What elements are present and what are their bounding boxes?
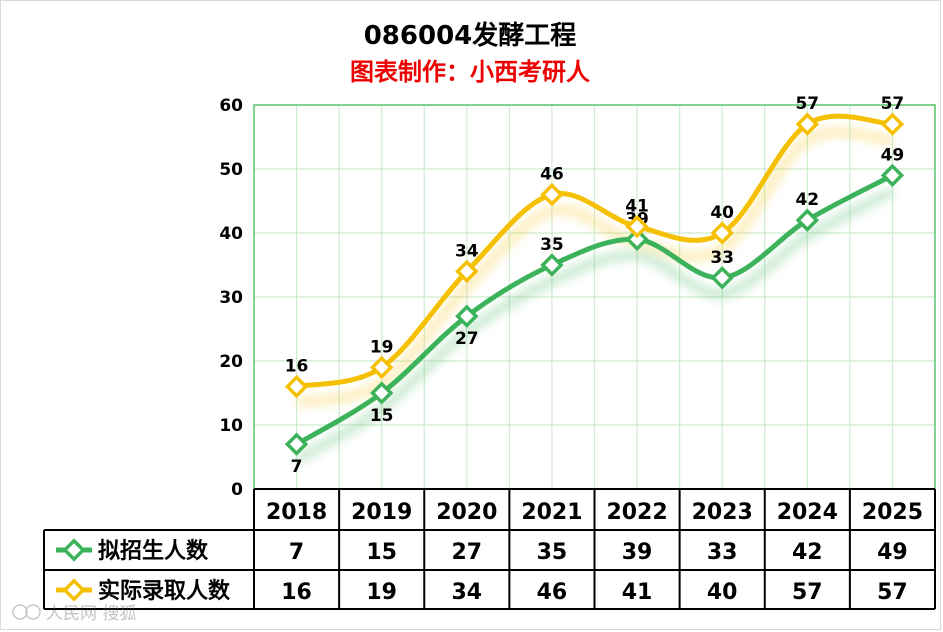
watermark: 人民网 搜狐 [12, 604, 136, 624]
legend-label: 拟招生人数 [98, 538, 209, 564]
legend-label: 实际录取人数 [98, 578, 231, 604]
data-label: 46 [540, 165, 564, 185]
table-cell: 57 [877, 580, 908, 605]
table-cell: 34 [452, 580, 483, 605]
table-cell: 35 [537, 540, 568, 565]
y-axis: 0 10 20 30 40 50 60 [219, 96, 243, 500]
data-label: 34 [455, 241, 479, 261]
data-label: 33 [710, 248, 734, 268]
data-point [710, 266, 734, 290]
table-cell: 27 [452, 540, 483, 565]
chart-title: 086004发酵工程 [364, 20, 577, 51]
data-label: 7 [291, 457, 303, 477]
grid [253, 104, 936, 490]
table-cell: 39 [622, 540, 653, 565]
x-tick-label: 2025 [862, 500, 923, 525]
data-label: 42 [795, 190, 819, 210]
table-cell: 57 [792, 580, 823, 605]
table-cell: 46 [537, 580, 568, 605]
data-label: 40 [710, 203, 734, 223]
y-tick-label: 40 [219, 224, 243, 244]
y-tick-label: 10 [219, 416, 243, 436]
data-table: 2018 2019 2020 2021 2022 2023 2024 2025 拟招生人数 7 15… [43, 488, 936, 610]
y-tick-label: 50 [219, 160, 243, 180]
series-shadow [295, 127, 893, 408]
watermark-text: 人民网 搜狐 [46, 604, 136, 624]
data-point [370, 355, 394, 380]
y-tick-label: 30 [219, 288, 243, 308]
x-tick-label: 2020 [436, 500, 497, 525]
table-cell: 19 [366, 580, 397, 605]
series-line [296, 113, 893, 390]
y-tick-label: 60 [219, 96, 243, 116]
series-line [295, 173, 894, 447]
x-tick-label: 2021 [521, 500, 582, 525]
x-tick-label: 2019 [351, 500, 412, 525]
data-label: 27 [455, 329, 479, 349]
data-point [795, 112, 819, 136]
data-point [880, 163, 905, 188]
data-label: 16 [285, 357, 309, 377]
data-point [625, 227, 649, 252]
legend-key-0 [56, 538, 92, 562]
data-point [540, 253, 564, 277]
y-tick-label: 20 [219, 352, 243, 372]
table-cell: 41 [622, 580, 653, 605]
table-cell: 40 [707, 580, 738, 605]
data-label: 35 [540, 235, 564, 255]
data-label: 49 [881, 145, 905, 165]
data-point [284, 432, 309, 456]
y-tick-label: 0 [231, 480, 243, 500]
table-cell: 7 [289, 540, 304, 565]
data-label: 19 [370, 337, 394, 357]
data-point [880, 112, 905, 136]
data-label: 57 [795, 94, 819, 114]
data-point [370, 381, 394, 405]
data-point [455, 304, 479, 328]
data-point [540, 182, 564, 207]
data-point [284, 374, 309, 399]
data-point [625, 214, 649, 239]
table-cell: 33 [707, 540, 738, 565]
data-label: 57 [881, 94, 905, 114]
chart-subtitle: 图表制作：小西考研人 [350, 58, 590, 86]
x-tick-label: 2024 [777, 500, 838, 525]
data-point [455, 259, 479, 284]
data-label: 15 [370, 406, 394, 426]
data-label: 41 [625, 197, 649, 217]
data-point [795, 208, 819, 232]
table-cell: 15 [366, 540, 397, 565]
table-cell: 49 [877, 540, 908, 565]
table-cell: 16 [281, 580, 312, 605]
series-layer: 7152735393342491619344641405757 [285, 94, 905, 477]
table-cell: 42 [792, 540, 823, 565]
x-tick-label: 2018 [266, 500, 327, 525]
series-shadow [294, 187, 895, 465]
series-1: 16 19 34 46 41 40 57 57 [284, 94, 905, 399]
data-point [710, 221, 734, 245]
legend-key-1 [56, 578, 92, 602]
x-tick-label: 2023 [692, 500, 753, 525]
x-tick-label: 2022 [606, 500, 667, 525]
